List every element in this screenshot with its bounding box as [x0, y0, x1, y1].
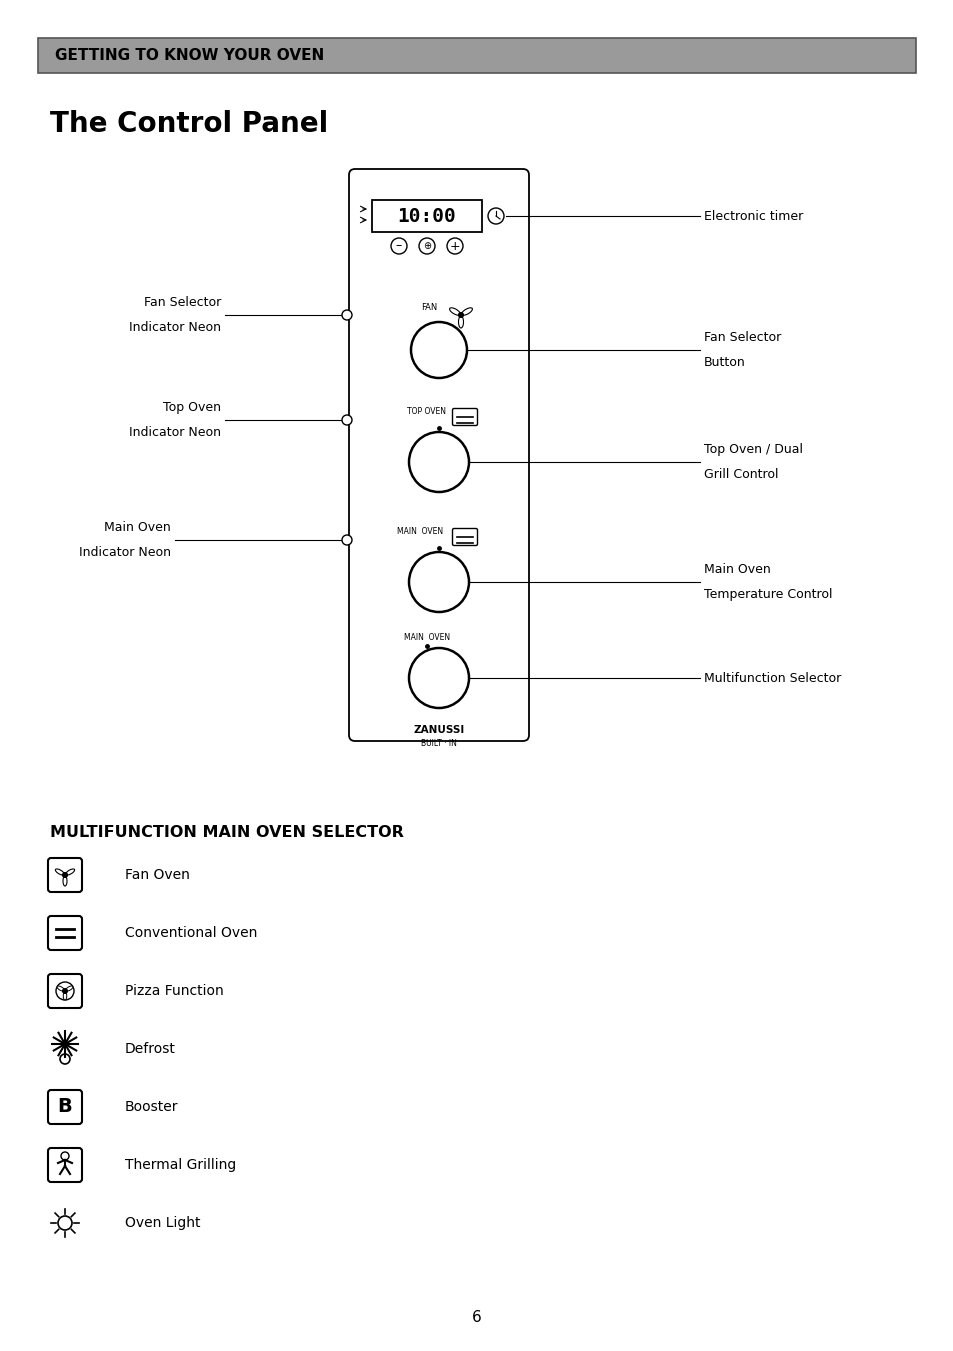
Circle shape	[63, 989, 68, 993]
Bar	[372, 200, 481, 232]
Text: Electronic timer: Electronic timer	[703, 209, 802, 223]
Circle shape	[409, 553, 469, 612]
FancyBboxPatch shape	[48, 916, 82, 950]
Text: GETTING TO KNOW YOUR OVEN: GETTING TO KNOW YOUR OVEN	[55, 49, 324, 63]
Circle shape	[418, 238, 435, 254]
Text: Grill Control: Grill Control	[703, 467, 778, 481]
Text: Indicator Neon: Indicator Neon	[79, 546, 171, 559]
Ellipse shape	[66, 869, 74, 875]
Text: Main Oven: Main Oven	[703, 563, 770, 576]
Circle shape	[61, 1152, 69, 1161]
Text: Fan Oven: Fan Oven	[125, 867, 190, 882]
Circle shape	[411, 322, 467, 378]
Text: MAIN  OVEN: MAIN OVEN	[403, 634, 450, 643]
Ellipse shape	[63, 992, 67, 1000]
FancyBboxPatch shape	[452, 528, 477, 546]
Circle shape	[56, 982, 74, 1000]
Text: BUILT · IN: BUILT · IN	[420, 739, 456, 748]
Text: Oven Light: Oven Light	[125, 1216, 200, 1229]
Circle shape	[458, 312, 463, 317]
Ellipse shape	[55, 869, 64, 875]
FancyBboxPatch shape	[48, 1148, 82, 1182]
Ellipse shape	[57, 986, 64, 992]
Text: Indicator Neon: Indicator Neon	[129, 322, 221, 334]
Circle shape	[447, 238, 462, 254]
Text: Thermal Grilling: Thermal Grilling	[125, 1158, 236, 1173]
Text: Fan Selector: Fan Selector	[144, 296, 221, 309]
Ellipse shape	[458, 316, 463, 328]
Circle shape	[488, 208, 503, 224]
FancyBboxPatch shape	[349, 169, 529, 740]
Text: Defrost: Defrost	[125, 1042, 175, 1056]
FancyBboxPatch shape	[48, 1090, 82, 1124]
Circle shape	[60, 1054, 70, 1065]
Circle shape	[341, 415, 352, 426]
Text: Indicator Neon: Indicator Neon	[129, 426, 221, 439]
FancyBboxPatch shape	[48, 858, 82, 892]
FancyBboxPatch shape	[452, 408, 477, 426]
Text: Booster: Booster	[125, 1100, 178, 1115]
Text: MULTIFUNCTION MAIN OVEN SELECTOR: MULTIFUNCTION MAIN OVEN SELECTOR	[50, 825, 403, 840]
Ellipse shape	[66, 986, 72, 992]
Circle shape	[391, 238, 407, 254]
Ellipse shape	[63, 875, 67, 886]
Text: Button: Button	[703, 357, 745, 369]
Circle shape	[409, 648, 469, 708]
Text: The Control Panel: The Control Panel	[50, 109, 328, 138]
Text: ZANUSSI: ZANUSSI	[413, 725, 464, 735]
Text: Conventional Oven: Conventional Oven	[125, 925, 257, 940]
Circle shape	[409, 432, 469, 492]
Text: Fan Selector: Fan Selector	[703, 331, 781, 345]
Circle shape	[63, 873, 68, 878]
Circle shape	[341, 535, 352, 544]
Text: FAN: FAN	[420, 303, 436, 312]
Text: MAIN  OVEN: MAIN OVEN	[396, 527, 442, 536]
Text: +: +	[449, 239, 460, 253]
Text: Top Oven: Top Oven	[163, 401, 221, 413]
Text: 10:00: 10:00	[397, 207, 456, 226]
Text: B: B	[57, 1097, 72, 1116]
Ellipse shape	[461, 308, 472, 315]
Bar	[38, 38, 915, 73]
Text: –: –	[395, 239, 402, 253]
Circle shape	[341, 309, 352, 320]
Text: TOP OVEN: TOP OVEN	[407, 408, 446, 416]
Text: Pizza Function: Pizza Function	[125, 984, 224, 998]
Text: 6: 6	[472, 1310, 481, 1325]
FancyBboxPatch shape	[48, 974, 82, 1008]
Ellipse shape	[449, 308, 459, 315]
Text: Top Oven / Dual: Top Oven / Dual	[703, 443, 802, 457]
Text: ⊕: ⊕	[422, 240, 431, 251]
Text: Temperature Control: Temperature Control	[703, 588, 832, 601]
Text: Multifunction Selector: Multifunction Selector	[703, 671, 841, 685]
Circle shape	[58, 1216, 71, 1229]
Text: Main Oven: Main Oven	[104, 521, 171, 534]
